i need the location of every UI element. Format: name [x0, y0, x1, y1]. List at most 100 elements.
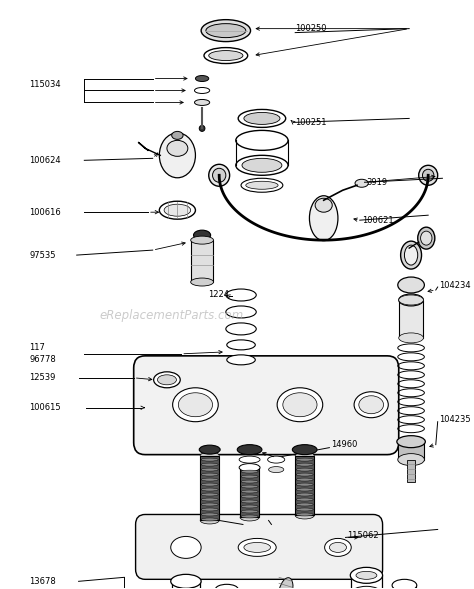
Ellipse shape: [240, 514, 259, 521]
Ellipse shape: [241, 495, 258, 498]
Ellipse shape: [201, 458, 218, 461]
Ellipse shape: [404, 245, 418, 265]
Ellipse shape: [201, 468, 218, 471]
Ellipse shape: [191, 236, 213, 244]
Text: 13678: 13678: [29, 577, 56, 586]
Ellipse shape: [244, 112, 280, 124]
Ellipse shape: [241, 475, 258, 478]
FancyBboxPatch shape: [134, 356, 399, 455]
Ellipse shape: [199, 445, 220, 454]
Ellipse shape: [201, 483, 218, 486]
Ellipse shape: [241, 500, 258, 503]
FancyBboxPatch shape: [136, 514, 383, 580]
Ellipse shape: [154, 372, 180, 388]
Ellipse shape: [159, 201, 195, 219]
Bar: [172, 581, 200, 589]
Ellipse shape: [296, 473, 313, 476]
Text: 100615: 100615: [29, 403, 61, 412]
Ellipse shape: [201, 513, 218, 516]
Bar: [393, 585, 416, 589]
Ellipse shape: [209, 51, 243, 61]
Ellipse shape: [201, 19, 251, 42]
Ellipse shape: [227, 355, 255, 365]
Ellipse shape: [296, 493, 313, 496]
Ellipse shape: [201, 463, 218, 466]
Ellipse shape: [201, 503, 218, 506]
Ellipse shape: [292, 445, 317, 455]
Ellipse shape: [392, 580, 417, 589]
Bar: [399, 300, 423, 338]
Ellipse shape: [173, 388, 218, 422]
Ellipse shape: [201, 488, 218, 491]
Ellipse shape: [296, 513, 313, 516]
Text: eReplacementParts.com: eReplacementParts.com: [100, 309, 244, 322]
Ellipse shape: [215, 584, 238, 589]
Ellipse shape: [422, 169, 434, 181]
Ellipse shape: [295, 512, 314, 519]
Ellipse shape: [277, 388, 323, 422]
Ellipse shape: [296, 483, 313, 486]
Text: 104234: 104234: [439, 280, 471, 290]
Ellipse shape: [359, 396, 383, 413]
Bar: [191, 240, 213, 282]
Ellipse shape: [268, 456, 285, 463]
Ellipse shape: [269, 466, 284, 472]
Ellipse shape: [329, 542, 346, 552]
Ellipse shape: [296, 488, 313, 491]
Ellipse shape: [195, 75, 209, 81]
Ellipse shape: [171, 537, 201, 558]
Ellipse shape: [246, 181, 278, 189]
Ellipse shape: [164, 204, 191, 216]
Bar: [351, 575, 382, 589]
Ellipse shape: [325, 538, 351, 557]
Ellipse shape: [226, 289, 256, 301]
Text: 12539: 12539: [29, 373, 55, 382]
Ellipse shape: [310, 196, 338, 241]
Ellipse shape: [178, 393, 212, 416]
Ellipse shape: [244, 542, 271, 552]
Ellipse shape: [295, 452, 314, 459]
Ellipse shape: [401, 241, 421, 269]
Ellipse shape: [241, 510, 258, 513]
Ellipse shape: [201, 508, 218, 511]
Ellipse shape: [278, 578, 293, 589]
Ellipse shape: [241, 490, 258, 493]
Ellipse shape: [200, 517, 219, 524]
Ellipse shape: [418, 227, 435, 249]
Ellipse shape: [157, 375, 176, 385]
Ellipse shape: [241, 485, 258, 488]
Ellipse shape: [350, 567, 383, 583]
Ellipse shape: [171, 574, 201, 588]
Ellipse shape: [201, 518, 218, 521]
Text: 104235: 104235: [439, 415, 471, 424]
Bar: [240, 468, 259, 518]
Ellipse shape: [296, 498, 313, 501]
Ellipse shape: [419, 166, 438, 186]
Text: 115034: 115034: [29, 80, 61, 89]
Bar: [295, 456, 314, 515]
Ellipse shape: [226, 306, 256, 318]
Ellipse shape: [204, 48, 248, 64]
Ellipse shape: [238, 538, 276, 557]
Text: 97535: 97535: [29, 250, 55, 260]
Ellipse shape: [191, 278, 213, 286]
Bar: [200, 456, 219, 521]
Text: 100250: 100250: [295, 24, 327, 33]
Text: 14960: 14960: [331, 440, 358, 449]
Ellipse shape: [398, 454, 424, 465]
Ellipse shape: [399, 294, 423, 306]
Ellipse shape: [296, 468, 313, 471]
Text: 96778: 96778: [29, 355, 56, 365]
Ellipse shape: [226, 323, 256, 335]
Ellipse shape: [239, 456, 260, 463]
Ellipse shape: [172, 131, 183, 140]
Ellipse shape: [236, 155, 288, 176]
Ellipse shape: [200, 452, 219, 459]
Text: 3919: 3919: [366, 178, 388, 187]
Ellipse shape: [159, 133, 195, 178]
Ellipse shape: [296, 503, 313, 506]
Text: 117: 117: [29, 343, 45, 352]
Text: 100251: 100251: [295, 118, 327, 127]
Bar: [407, 459, 415, 482]
Ellipse shape: [354, 392, 388, 418]
